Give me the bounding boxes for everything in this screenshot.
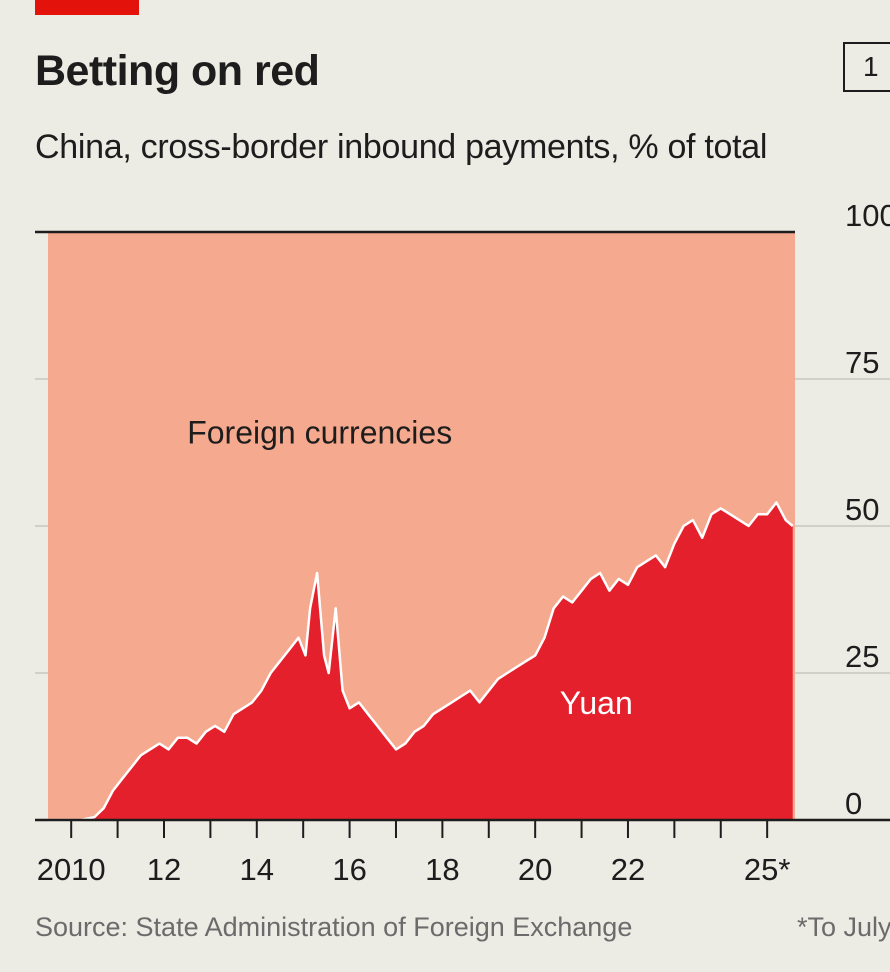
series-area-yuan	[48, 502, 793, 820]
series-line-yuan	[48, 501, 794, 822]
x-tick-label-2016: 16	[332, 852, 366, 887]
x-tick-label-2014: 14	[240, 852, 274, 887]
x-tick-label-2012: 12	[147, 852, 181, 887]
y-tick-label-100: 100	[845, 198, 890, 233]
y-tick-label-25: 25	[845, 639, 879, 674]
footnote: *To July	[797, 912, 890, 942]
chart-title: Betting on red	[35, 47, 320, 95]
y-tick-label-50: 50	[845, 492, 879, 527]
chart-number-badge: 1	[843, 42, 890, 92]
x-tick-label-2022: 22	[611, 852, 645, 887]
chart-subtitle: China, cross-border inbound payments, % …	[35, 128, 768, 166]
series-label-yuan: Yuan	[560, 685, 633, 721]
x-tick-label-2020: 20	[518, 852, 552, 887]
x-tick-label-2025: 25*	[744, 852, 791, 887]
brand-accent-bar	[35, 0, 139, 15]
source-note: Source: State Administration of Foreign …	[35, 912, 633, 942]
series-label-foreign-currencies: Foreign currencies	[187, 415, 452, 451]
x-tick-label-2018: 18	[425, 852, 459, 887]
y-tick-label-0: 0	[845, 786, 862, 821]
x-tick-label-2010: 2010	[37, 852, 106, 887]
y-tick-label-75: 75	[845, 345, 879, 380]
